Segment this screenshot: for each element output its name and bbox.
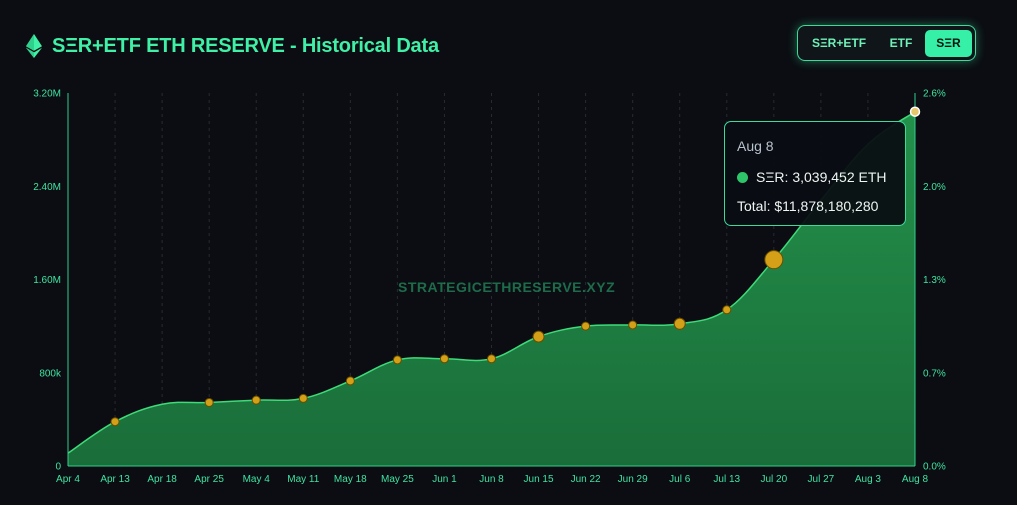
highlighted-data-point[interactable]: [909, 106, 921, 117]
toggle-ser-button[interactable]: SΞR: [925, 29, 972, 57]
x-tick-label: May 25: [381, 474, 414, 485]
x-tick-label: Jun 1: [432, 474, 457, 485]
tooltip-total: Total: $11,878,180,280: [737, 198, 879, 214]
y-right-tick-label: 2.0%: [923, 182, 946, 193]
x-tick-label: May 18: [334, 474, 367, 485]
x-tick-label: Jun 29: [618, 474, 648, 485]
data-point[interactable]: [392, 355, 402, 365]
data-point[interactable]: [439, 354, 449, 364]
chart-header: SΞR+ETF ETH RESERVE - Historical Data: [26, 32, 439, 60]
ethereum-icon: [26, 34, 42, 58]
chart-axes: 0 800k 1.60M 2.40M 3.20M 0.0% 0.7% 1.3% 2.0% 2.6%…: [33, 89, 946, 486]
data-point[interactable]: [110, 417, 120, 427]
data-point[interactable]: [487, 354, 496, 364]
x-tick-label: Jun 8: [479, 474, 504, 485]
toggle-etf-button[interactable]: ETF: [889, 36, 913, 50]
series-color-dot: [737, 171, 748, 183]
y-left-tick-label: 2.40M: [33, 182, 61, 193]
x-tick-label: May 11: [287, 474, 319, 485]
y-left-tick-label: 800k: [39, 368, 62, 379]
x-tick-label: May 4: [243, 474, 271, 485]
data-point[interactable]: [532, 330, 545, 343]
chart-title: SΞR+ETF ETH RESERVE - Historical Data: [52, 34, 439, 57]
chart-tooltip: Aug 8 SΞR: 3,039,452 ETH Total: $11,878,…: [724, 121, 906, 226]
series-toggle: SΞR+ETF ETF SΞR: [797, 25, 976, 61]
x-tick-label: Jul 13: [713, 474, 740, 485]
tooltip-series-value: SΞR: 3,039,452 ETH: [756, 169, 887, 185]
toggle-ser-etf-button[interactable]: SΞR+ETF: [811, 36, 867, 50]
x-tick-label: Apr 18: [147, 474, 177, 485]
x-tick-label: Jul 20: [760, 474, 787, 485]
data-point[interactable]: [722, 305, 732, 315]
series-area-ser: [68, 111, 915, 467]
tooltip-series-row: SΞR: 3,039,452 ETH: [737, 169, 893, 185]
tooltip-date: Aug 8: [737, 138, 774, 154]
watermark: STRATEGICETHRESERVE.XYZ: [398, 279, 616, 295]
y-left-tick-label: 0: [55, 462, 61, 473]
data-point[interactable]: [581, 321, 591, 331]
data-point[interactable]: [251, 395, 261, 405]
y-left-tick-label: 1.60M: [33, 275, 61, 286]
x-tick-label: Apr 25: [194, 474, 224, 485]
data-point[interactable]: [298, 393, 308, 403]
data-point[interactable]: [628, 320, 638, 330]
y-right-tick-label: 0.7%: [923, 368, 946, 379]
data-point[interactable]: [673, 317, 686, 330]
x-tick-label: Jun 15: [524, 474, 554, 485]
y-right-tick-label: 2.6%: [923, 89, 946, 100]
x-tick-label: Aug 3: [855, 474, 882, 485]
data-point[interactable]: [204, 397, 214, 407]
y-right-tick-label: 1.3%: [923, 275, 946, 286]
chart-markers: [110, 106, 921, 427]
data-point[interactable]: [345, 376, 355, 386]
x-tick-label: Jul 6: [669, 474, 691, 485]
data-point[interactable]: [764, 250, 784, 270]
x-tick-label: Jun 22: [571, 474, 601, 485]
x-tick-label: Aug 8: [902, 474, 929, 485]
y-right-tick-label: 0.0%: [923, 462, 946, 473]
x-tick-label: Apr 4: [56, 474, 80, 485]
x-tick-label: Apr 13: [100, 474, 130, 485]
y-left-tick-label: 3.20M: [33, 89, 61, 100]
x-tick-label: Jul 27: [808, 474, 835, 485]
